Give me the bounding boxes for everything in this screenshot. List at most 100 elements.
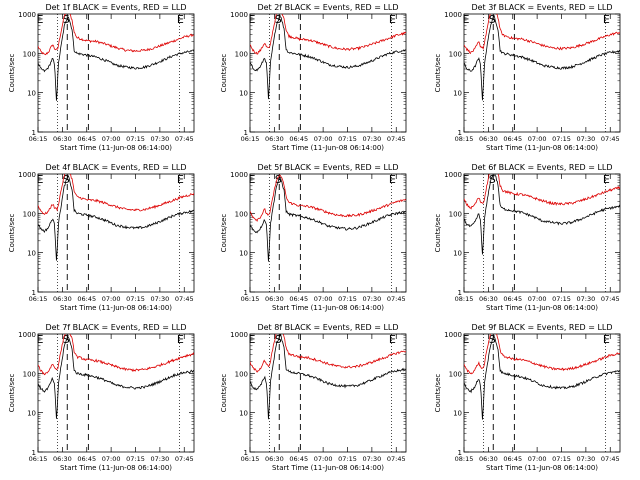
x-axis-label: Start Time (11-Jun-08 06:14:00) (486, 464, 598, 472)
panel-det-1: Det 1f BLACK = Events, RED = LLD 1 10 100 10… (8, 3, 195, 152)
series-red-lld (38, 174, 194, 216)
y-tick-label: 10 (453, 410, 462, 418)
y-tick-label: 10 (453, 90, 462, 98)
y-tick-label: 100 (449, 370, 462, 378)
x-tick-label: 07:00 (528, 455, 547, 463)
event-marker-s: S (63, 333, 70, 346)
x-tick-label: 07:15 (338, 455, 357, 463)
x-axis-label: Start Time (11-Jun-08 06:14:00) (272, 144, 384, 152)
panel-det-5: Det 5f BLACK = Events, RED = LLD 1 10 100 10… (220, 163, 407, 312)
panel-title: Det 3f BLACK = Events, RED = LLD (471, 3, 612, 12)
panel-det-2: Det 2f BLACK = Events, RED = LLD 1 10 100 10… (220, 3, 407, 152)
y-tick-label: 100 (235, 50, 248, 58)
y-tick-label: 1 (32, 289, 36, 297)
event-marker-s: S (63, 13, 70, 26)
y-axis-label: Counts/sec (220, 214, 228, 253)
x-tick-label: 06:30 (265, 455, 284, 463)
x-tick-label: 07:15 (126, 455, 145, 463)
y-tick-label: 10 (239, 250, 248, 258)
series-black-events (464, 174, 620, 255)
x-axis-label: Start Time (11-Jun-08 06:14:00) (272, 304, 384, 312)
x-tick-label: 07:00 (528, 295, 547, 303)
event-marker-s: S (489, 173, 496, 186)
series-black-events (38, 16, 194, 101)
y-tick-label: 1 (32, 449, 36, 457)
series-red-lld (464, 174, 620, 210)
event-marker-e: E (177, 173, 184, 186)
x-tick-label: 06:45 (289, 455, 308, 463)
x-axis-label: Start Time (11-Jun-08 06:14:00) (60, 464, 172, 472)
y-axis-label: Counts/sec (434, 54, 442, 93)
series-red-lld (250, 174, 406, 223)
x-tick-label: 06:15 (29, 135, 48, 143)
event-marker-e: E (248, 13, 255, 26)
x-tick-label: 07:30 (577, 135, 596, 143)
event-marker-e: E (248, 173, 255, 186)
y-tick-label: 1 (244, 129, 248, 137)
x-tick-label: 06:45 (289, 295, 308, 303)
series-red-lld (38, 14, 194, 56)
event-marker-e: E (36, 13, 43, 26)
x-axis-label: Start Time (11-Jun-08 06:14:00) (60, 304, 172, 312)
x-tick-label: 07:30 (577, 295, 596, 303)
axes-box (37, 333, 195, 453)
x-tick-label: 06:45 (77, 295, 96, 303)
x-tick-label: 06:45 (503, 295, 522, 303)
x-axis-label: Start Time (11-Jun-08 06:14:00) (272, 464, 384, 472)
y-tick-label: 100 (23, 370, 36, 378)
panel-det-8: Det 8f BLACK = Events, RED = LLD 1 10 100 10… (220, 323, 407, 472)
event-marker-e: E (177, 13, 184, 26)
y-tick-label: 1 (458, 449, 462, 457)
event-marker-e: E (389, 333, 396, 346)
y-axis-label: Counts/sec (434, 214, 442, 253)
x-axis-label: Start Time (11-Jun-08 06:14:00) (60, 144, 172, 152)
series-black-events (464, 15, 620, 101)
event-marker-e: E (248, 333, 255, 346)
x-tick-label: 07:15 (126, 295, 145, 303)
event-marker-e: E (389, 13, 396, 26)
x-tick-label: 07:00 (102, 135, 121, 143)
y-tick-label: 1 (244, 289, 248, 297)
series-black-events (250, 16, 406, 100)
x-tick-label: 07:45 (175, 135, 194, 143)
x-tick-label: 06:30 (265, 135, 284, 143)
x-tick-label: 06:15 (241, 455, 260, 463)
y-tick-label: 1000 (230, 171, 248, 179)
panel-det-3: Det 3f BLACK = Events, RED = LLD 1 10 100 10… (434, 3, 621, 152)
x-tick-label: 07:00 (314, 455, 333, 463)
event-marker-e: E (177, 333, 184, 346)
event-marker-e: E (36, 333, 43, 346)
x-tick-label: 06:15 (241, 135, 260, 143)
x-tick-label: 07:30 (151, 455, 170, 463)
panel-title: Det 5f BLACK = Events, RED = LLD (257, 163, 398, 172)
x-tick-label: 08:15 (455, 455, 474, 463)
y-axis-label: Counts/sec (220, 54, 228, 93)
y-tick-label: 100 (235, 370, 248, 378)
y-tick-label: 1000 (230, 331, 248, 339)
panel-det-9: Det 9f BLACK = Events, RED = LLD 1 10 100 10… (434, 323, 621, 472)
x-tick-label: 08:15 (455, 295, 474, 303)
y-tick-label: 1 (458, 289, 462, 297)
y-tick-label: 1 (244, 449, 248, 457)
x-tick-label: 06:15 (29, 295, 48, 303)
y-tick-label: 10 (453, 250, 462, 258)
x-tick-label: 07:15 (338, 135, 357, 143)
panel-title: Det 2f BLACK = Events, RED = LLD (257, 3, 398, 12)
x-tick-label: 07:45 (387, 455, 406, 463)
event-marker-e: E (603, 333, 610, 346)
y-axis-label: Counts/sec (8, 374, 16, 413)
axes-box (463, 13, 621, 133)
x-tick-label: 07:30 (577, 455, 596, 463)
series-red-lld (250, 14, 406, 55)
x-tick-label: 07:45 (175, 455, 194, 463)
x-tick-label: 07:00 (528, 135, 547, 143)
event-marker-e: E (389, 173, 396, 186)
x-tick-label: 06:30 (479, 135, 498, 143)
panel-det-6: Det 6f BLACK = Events, RED = LLD 1 10 100 10… (434, 163, 621, 312)
axes-box (37, 13, 195, 133)
y-tick-label: 1000 (18, 11, 36, 19)
axes-box (37, 173, 195, 293)
x-tick-label: 06:45 (503, 135, 522, 143)
x-tick-label: 06:15 (241, 295, 260, 303)
